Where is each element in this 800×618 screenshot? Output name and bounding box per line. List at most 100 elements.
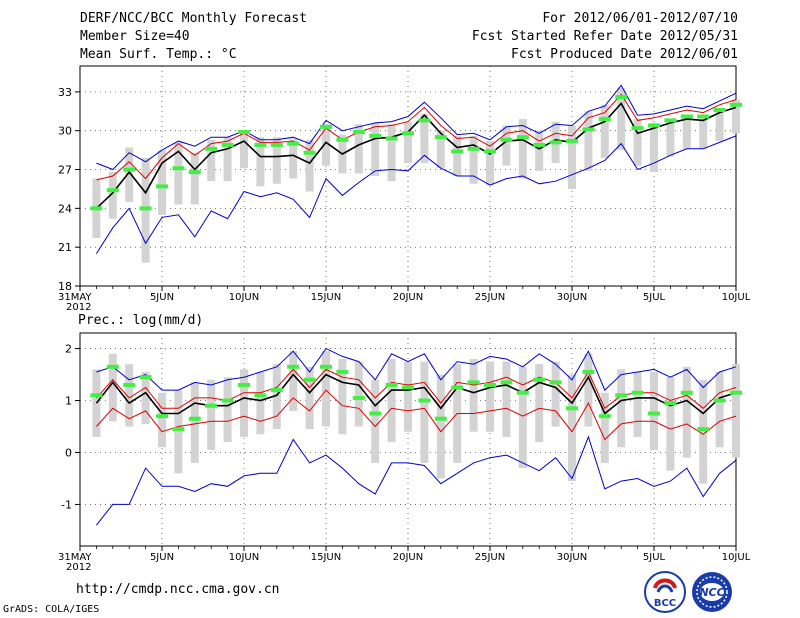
obs-marker [221, 398, 234, 403]
range-bar [387, 124, 396, 182]
y-tick-label: 27 [58, 164, 72, 177]
precip-title: Prec.: log(mm/d) [78, 313, 203, 328]
bcc-logo: BCC [643, 570, 687, 614]
min-line [96, 435, 737, 526]
range-bar [207, 379, 216, 450]
y-tick-label: 33 [58, 86, 72, 99]
obs-marker [697, 114, 710, 119]
x-tick-label: 30JUN [557, 552, 587, 563]
range-bar [174, 390, 183, 474]
range-bar [436, 130, 445, 169]
range-bar [584, 353, 593, 427]
obs-marker [467, 380, 480, 385]
obs-marker [303, 150, 316, 155]
range-bar [305, 366, 314, 430]
obs-marker [369, 133, 382, 138]
obs-marker [680, 390, 693, 395]
p75-line [96, 93, 737, 181]
y-tick-label: -1 [61, 498, 72, 511]
obs-marker [90, 393, 103, 398]
range-bar [289, 351, 298, 411]
range-bar [108, 172, 117, 219]
obs-marker [221, 142, 234, 147]
obs-marker [648, 123, 660, 128]
x-tick-label: 10JUN [229, 552, 259, 563]
x-tick-label: 31MAY [58, 552, 92, 563]
range-bar [158, 150, 166, 215]
range-bar [420, 361, 429, 463]
obs-marker [664, 118, 677, 123]
obs-marker [369, 411, 382, 416]
y-tick-label: 1 [65, 395, 72, 408]
obs-marker [664, 401, 677, 406]
obs-marker [270, 388, 283, 393]
median-line [95, 373, 737, 415]
range-bar [354, 124, 363, 174]
range-bar [551, 361, 560, 427]
obs-marker [90, 206, 103, 211]
x-tick-label: 5JUL [643, 292, 666, 303]
obs-marker [254, 393, 267, 398]
obs-marker [172, 427, 185, 432]
range-bar [174, 142, 183, 205]
obs-marker [238, 382, 250, 387]
range-bar [666, 119, 675, 157]
produced-date: Fcst Produced Date 2012/06/01 [511, 47, 738, 62]
x-tick-label: 30JUN [557, 292, 587, 303]
p25-line [96, 389, 737, 441]
obs-marker [156, 184, 168, 189]
obs-marker [730, 390, 742, 395]
obs-marker [680, 114, 693, 119]
range-bar [486, 361, 494, 432]
x-tick-label: 5JUL [643, 552, 666, 563]
obs-marker [106, 364, 119, 369]
range-bar [272, 364, 281, 430]
x-tick-label: 5JUN [150, 552, 174, 563]
range-bar [256, 371, 265, 435]
obs-marker [533, 142, 546, 147]
obs-marker [139, 375, 152, 380]
range-bar [568, 374, 576, 482]
obs-marker [402, 385, 414, 390]
range-bar [453, 135, 462, 176]
range-bar [387, 358, 396, 443]
obs-marker [648, 411, 660, 416]
range-bar [617, 88, 626, 151]
obs-marker [106, 188, 119, 193]
obs-marker [172, 166, 185, 171]
obs-marker [615, 393, 628, 398]
forecast-title: DERF/NCC/BCC Monthly Forecast [80, 11, 307, 26]
range-bar [223, 137, 232, 182]
forecast-period: For 2012/06/01-2012/07/10 [542, 11, 738, 26]
obs-marker [352, 395, 365, 400]
range-bar [190, 152, 199, 205]
x-tick-label: 10JUN [229, 292, 259, 303]
obs-marker [500, 137, 513, 142]
range-bar [125, 147, 134, 202]
range-bar [617, 369, 626, 448]
range-bar [436, 374, 445, 479]
range-bar [240, 369, 248, 437]
obs-marker [123, 382, 136, 387]
obs-marker [336, 369, 349, 374]
range-bar [404, 121, 412, 164]
obs-marker [615, 95, 628, 100]
obs-marker [270, 142, 283, 147]
website-url[interactable]: http://cmdp.ncc.cma.gov.cn [76, 582, 280, 597]
ncc-logo: NCC [690, 570, 734, 614]
x-tick-label: 31MAY [58, 292, 92, 303]
range-bar [518, 366, 527, 469]
obs-marker [451, 149, 464, 154]
obs-marker [467, 146, 480, 151]
x-tick-label: 5JUN [150, 292, 174, 303]
range-bar [715, 371, 724, 448]
obs-marker [549, 140, 562, 145]
range-bar [600, 104, 609, 158]
obs-marker [516, 390, 529, 395]
obs-marker [188, 416, 201, 421]
obs-marker [516, 135, 529, 140]
range-bar [240, 130, 248, 169]
range-bar [322, 351, 330, 427]
obs-marker [582, 369, 595, 374]
